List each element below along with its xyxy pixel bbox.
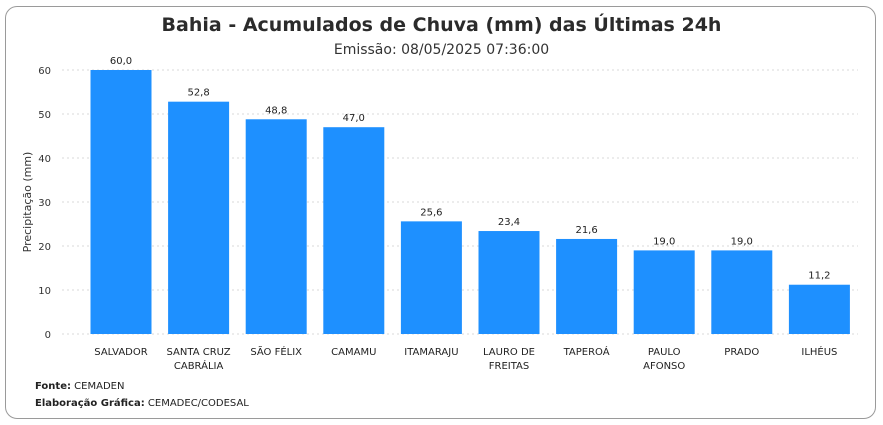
bar	[400, 221, 462, 334]
x-tick-label: SÃO FÉLIX	[250, 345, 302, 358]
bar	[478, 231, 540, 334]
source-value: CEMADEN	[74, 381, 125, 392]
y-tick-label: 50	[38, 110, 51, 121]
y-tick-label: 40	[38, 154, 51, 165]
bar-value-label: 52,8	[187, 88, 209, 99]
bar	[788, 284, 850, 334]
bar-value-label: 19,0	[653, 236, 675, 247]
x-tick-label: TAPEROÁ	[563, 345, 610, 358]
bar	[556, 238, 618, 334]
bar-value-label: 19,0	[731, 236, 753, 247]
source-label: Fonte:	[35, 381, 71, 392]
x-tick-label: PRADO	[724, 347, 759, 358]
x-tick-label: PAULO	[648, 347, 681, 358]
credit-value: CEMADEC/CODESAL	[147, 398, 249, 409]
bar	[168, 101, 230, 335]
y-tick-label: 10	[38, 286, 51, 297]
x-tick-label: CABRÁLIA	[174, 359, 224, 372]
x-tick-label: SANTA CRUZ	[167, 347, 231, 358]
x-tick-label: ITAMARAJU	[404, 347, 458, 358]
source-note: Fonte: CEMADEN	[35, 381, 124, 392]
bar-value-label: 21,6	[575, 225, 597, 236]
x-tick-label: CAMAMU	[331, 347, 376, 358]
bar-value-label: 23,4	[498, 217, 520, 228]
x-tick-label: SALVADOR	[94, 347, 147, 358]
bar	[323, 127, 385, 334]
bar-value-label: 47,0	[343, 113, 365, 124]
x-tick-label: AFONSO	[643, 361, 685, 372]
bar	[633, 250, 695, 334]
y-tick-label: 20	[38, 242, 51, 253]
y-tick-label: 0	[45, 330, 51, 341]
y-axis-label: Precipitação (mm)	[21, 152, 34, 253]
x-tick-label: ILHÉUS	[801, 345, 837, 358]
y-tick-label: 60	[38, 66, 51, 77]
credit-label: Elaboração Gráfica:	[35, 398, 145, 409]
bar-value-label: 48,8	[265, 105, 287, 116]
chart-subtitle: Emissão: 08/05/2025 07:36:00	[333, 42, 550, 58]
bar	[711, 250, 773, 334]
bar	[90, 70, 152, 334]
bar-value-label: 60,0	[110, 56, 132, 67]
chart-title: Bahia - Acumulados de Chuva (mm) das Últ…	[161, 14, 722, 36]
y-tick-label: 30	[38, 198, 51, 209]
bar-value-label: 11,2	[808, 271, 830, 282]
bar-value-label: 25,6	[420, 207, 442, 218]
bar	[245, 119, 307, 334]
credit-note: Elaboração Gráfica: CEMADEC/CODESAL	[35, 398, 249, 409]
x-tick-label: FREITAS	[489, 361, 530, 372]
x-tick-label: LAURO DE	[483, 347, 535, 358]
